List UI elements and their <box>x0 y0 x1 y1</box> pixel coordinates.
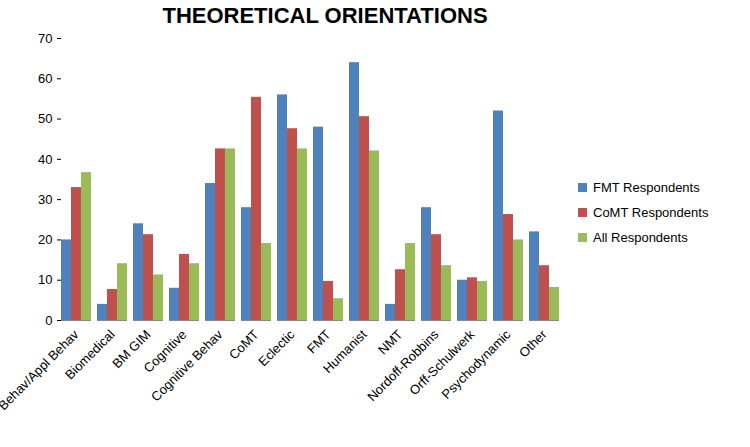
svg-text:30: 30 <box>38 192 52 207</box>
svg-text:40: 40 <box>38 152 52 167</box>
svg-text:Biomedical: Biomedical <box>62 327 118 383</box>
svg-text:Humanist: Humanist <box>320 327 370 377</box>
svg-text:50: 50 <box>38 111 52 126</box>
html-text:CoMT Respondents: CoMT Respondents <box>593 205 709 220</box>
svg-text:FMT: FMT <box>304 327 334 357</box>
svg-text:0: 0 <box>45 313 52 328</box>
svg-text:10: 10 <box>38 272 52 287</box>
svg-text:70: 70 <box>38 31 52 46</box>
svg-text:60: 60 <box>38 71 52 86</box>
html-text:THEORETICAL ORIENTATIONS: THEORETICAL ORIENTATIONS <box>162 3 488 28</box>
svg-text:Orff-Schulwerk: Orff-Schulwerk <box>406 326 478 398</box>
svg-text:NMT: NMT <box>375 327 406 358</box>
svg-text:BM GIM: BM GIM <box>109 326 154 372</box>
svg-text:CoMT: CoMT <box>225 326 262 363</box>
svg-text:20: 20 <box>38 232 52 247</box>
html-text:All Respondents: All Respondents <box>593 230 688 245</box>
svg-text:Other: Other <box>516 326 550 360</box>
svg-text:Psychodynamic: Psychodynamic <box>439 326 514 401</box>
svg-text:Eclectic: Eclectic <box>255 326 298 369</box>
html-text:FMT Respondents: FMT Respondents <box>593 180 700 195</box>
svg-text:Nordoff-Robbins: Nordoff-Robbins <box>364 326 442 405</box>
svg-text:Cognitive Behav: Cognitive Behav <box>148 326 226 404</box>
